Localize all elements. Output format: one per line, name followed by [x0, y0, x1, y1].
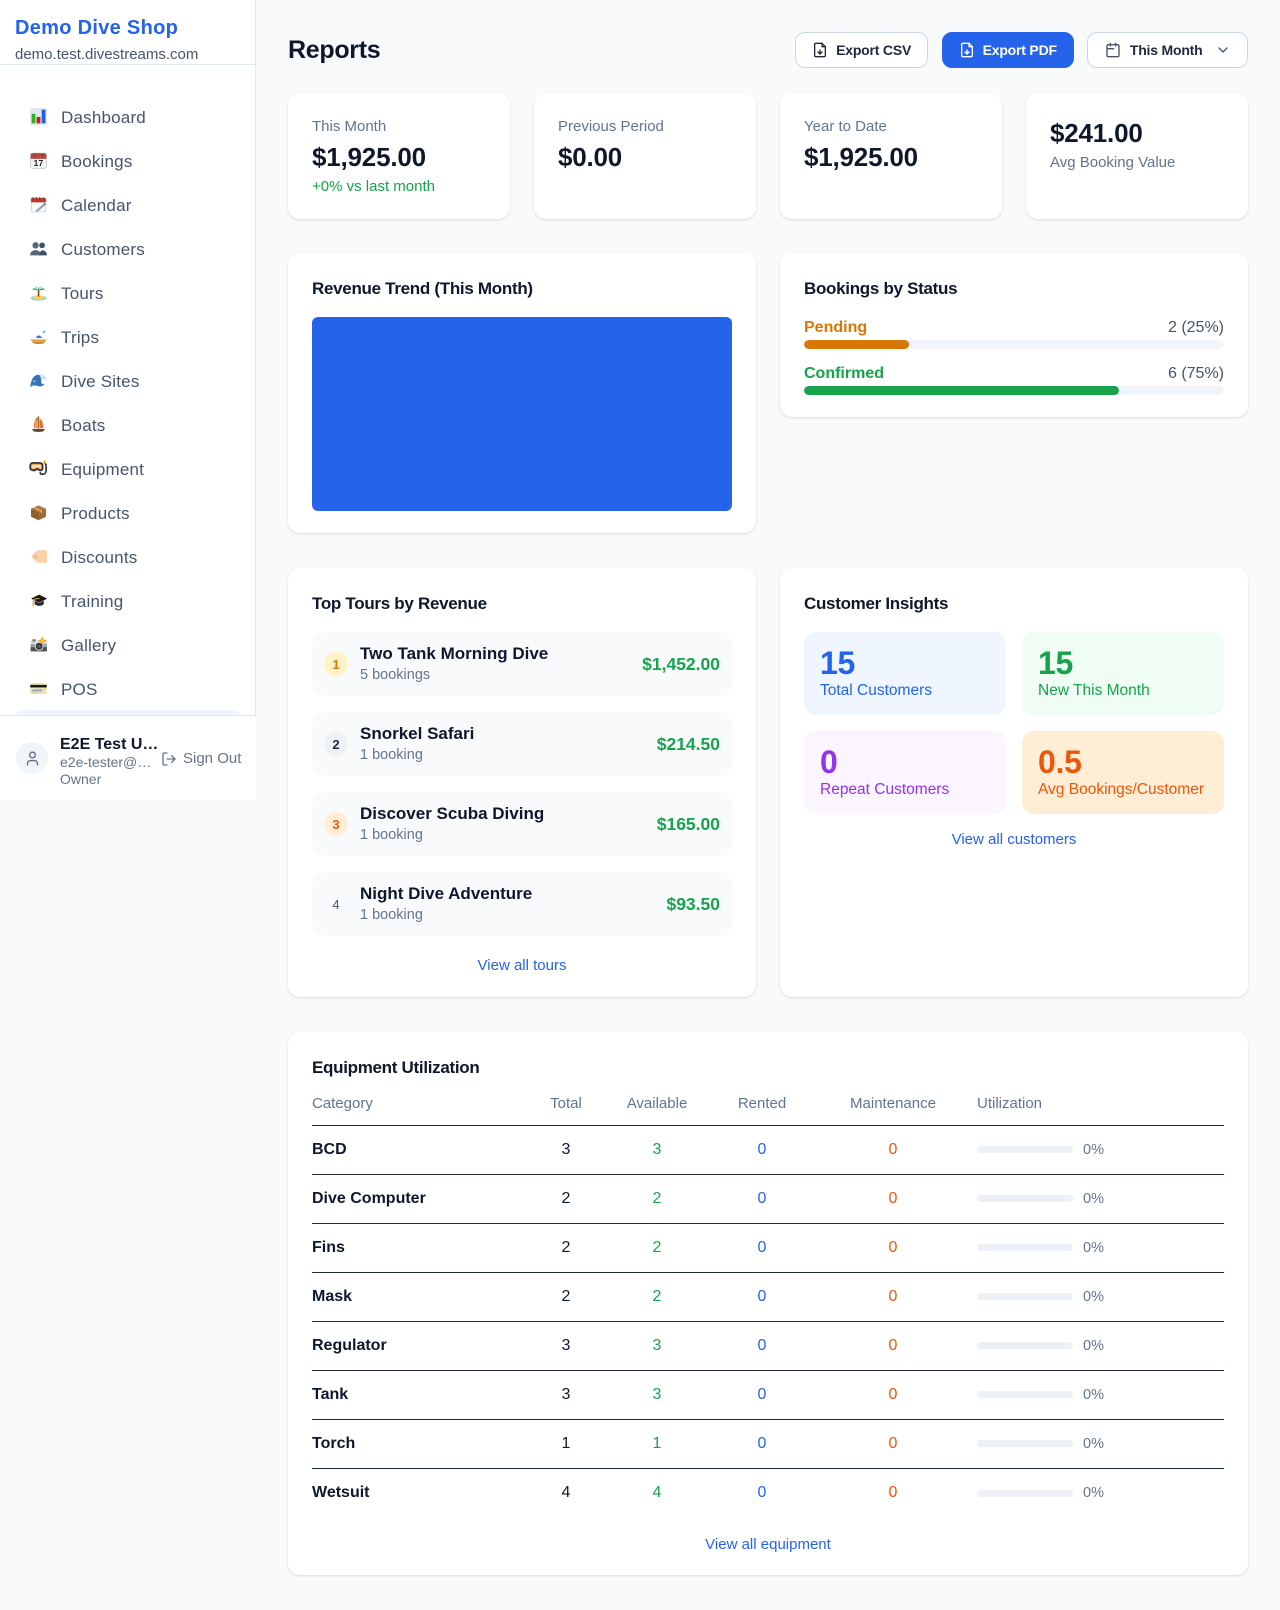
svg-text:17: 17	[34, 158, 44, 168]
